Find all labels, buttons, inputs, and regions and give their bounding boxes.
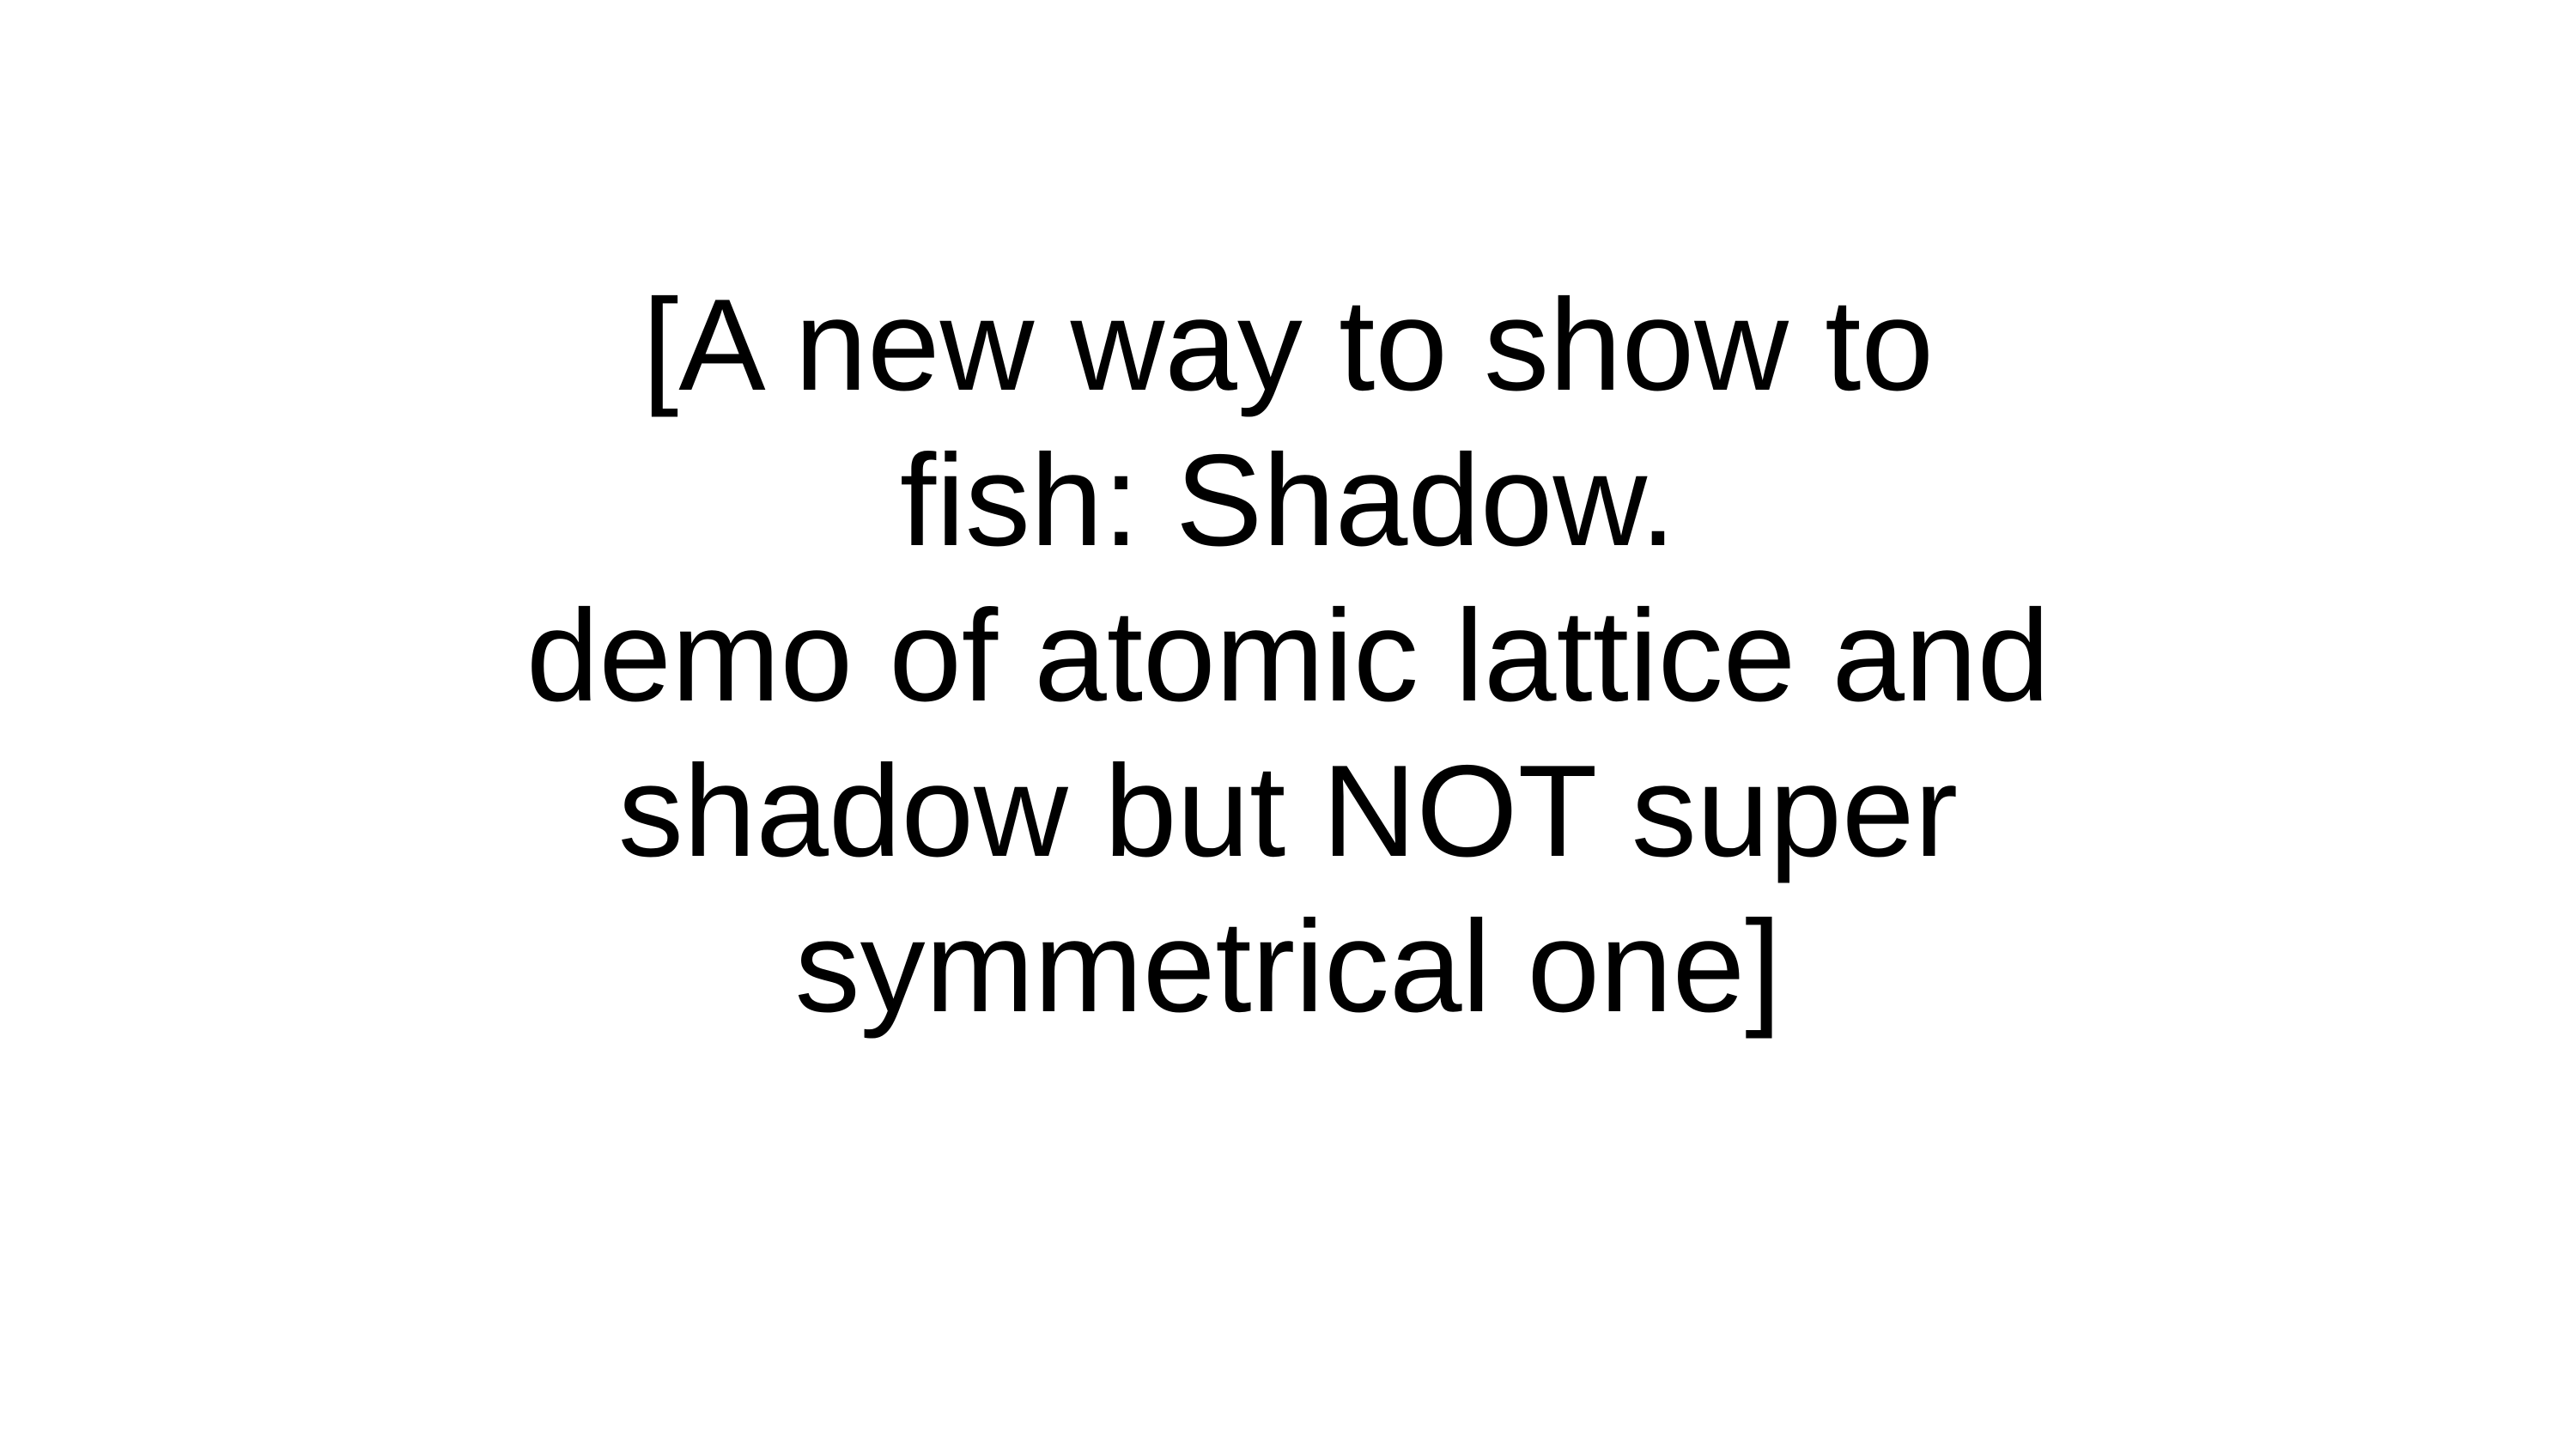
text-line-1: [A new way to show to — [642, 272, 1934, 418]
text-line-4: shadow but NOT super — [617, 738, 1959, 884]
text-line-3: demo of atomic lattice and — [526, 583, 2050, 729]
text-line-2: fish: Shadow. — [899, 427, 1677, 573]
slide-body-text: [A new way to show to fish: Shadow. demo… — [0, 268, 2576, 1045]
text-line-5: symmetrical one] — [794, 894, 1782, 1040]
